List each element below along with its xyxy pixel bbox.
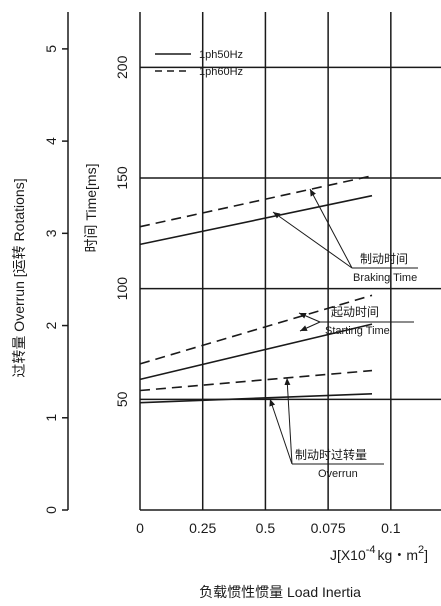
overrun-arrow-60hz: [284, 377, 293, 465]
x-tick-label: 0.5: [256, 520, 276, 536]
time-axis-ticks: 50 100 150 200: [114, 55, 130, 407]
x-axis-title-unit-exponent: 2: [418, 544, 424, 556]
series-line-overrun-50hz: [139, 393, 373, 404]
legend: 1ph50Hz 1ph60Hz: [155, 49, 243, 78]
overrun-tick-label: 5: [43, 45, 59, 53]
x-axis-title-units: kg・m: [378, 547, 418, 563]
braking-label-en: Braking Time: [353, 272, 417, 284]
overrun-axis-title: 过转量 Overrun [运转 Rotations]: [11, 178, 27, 377]
overrun-arrow-50hz: [269, 398, 293, 465]
starting-label-en: Starting Time: [325, 325, 390, 337]
overrun-label-cn: 制动时过转量: [295, 447, 367, 462]
time-tick-label: 100: [114, 277, 130, 301]
overrun-tick-label: 3: [43, 229, 59, 237]
data-series: [139, 175, 373, 404]
time-tick-label: 150: [114, 166, 130, 190]
x-axis-subtitle: 负载惯性惯量 Load Inertia: [199, 584, 361, 600]
x-axis-title: J[X10-4 kg・m2]: [330, 544, 428, 563]
overrun-tick-label: 0: [43, 506, 59, 514]
grid-lines: [139, 12, 441, 511]
series-line-braking-60hz: [139, 175, 373, 228]
legend-label-60hz: 1ph60Hz: [199, 66, 243, 78]
series-line-overrun-60hz: [139, 369, 373, 392]
x-axis-title-close: ]: [424, 547, 428, 563]
x-tick-label: 0.1: [381, 520, 401, 536]
time-tick-label: 50: [114, 391, 130, 407]
legend-label-50hz: 1ph50Hz: [199, 49, 243, 61]
x-axis-ticks: 0 0.25 0.5 0.075 0.1: [136, 520, 401, 536]
overrun-annotation: 制动时过转量 Overrun: [269, 377, 384, 480]
series-line-starting-60hz: [139, 294, 373, 365]
time-tick-label: 200: [114, 55, 130, 79]
braking-annotation: 制动时间 Braking Time: [272, 188, 418, 284]
x-tick-label: 0.075: [311, 520, 346, 536]
series-line-starting-50hz: [139, 323, 373, 381]
overrun-tick-label: 2: [43, 321, 59, 329]
x-axis-title-prefix: J[X10: [330, 547, 366, 563]
series-line-braking-50hz: [139, 194, 373, 246]
x-tick-label: 0: [136, 520, 144, 536]
overrun-label-en: Overrun: [318, 468, 358, 480]
time-axis-title: 时间 Time[ms]: [83, 164, 99, 253]
braking-arrow-50hz: [272, 211, 353, 269]
overrun-tick-label: 4: [43, 137, 59, 145]
braking-arrow-60hz: [309, 188, 353, 269]
x-axis-title-exponent: -4: [366, 544, 376, 556]
starting-arrow-60hz: [298, 312, 321, 323]
starting-label-cn: 起动时间: [331, 305, 379, 319]
starting-annotation: 起动时间 Starting Time: [298, 305, 414, 337]
overrun-tick-label: 1: [43, 414, 59, 422]
overrun-axis-ticks: 0 1 2 3 4 5: [43, 45, 68, 514]
braking-label-cn: 制动时间: [360, 252, 408, 266]
starting-arrow-50hz: [299, 321, 321, 332]
x-tick-label: 0.25: [189, 520, 216, 536]
